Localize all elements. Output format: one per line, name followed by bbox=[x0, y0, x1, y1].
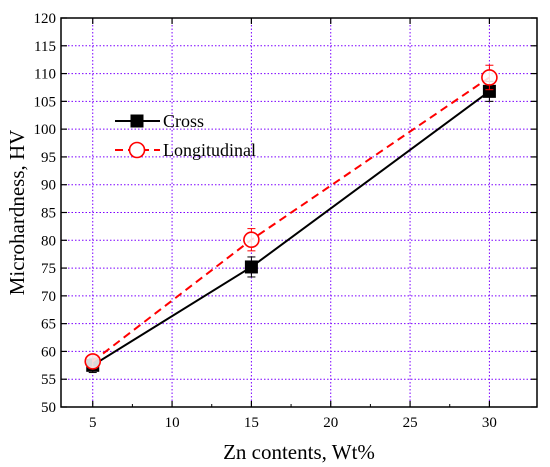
y-tick-label: 85 bbox=[41, 206, 56, 222]
series-cross bbox=[86, 80, 496, 374]
y-tick-label: 100 bbox=[34, 122, 57, 138]
legend: Cross Longitudinal bbox=[115, 111, 256, 160]
y-tick-label: 90 bbox=[41, 178, 56, 194]
y-axis-title: Microhardness, HV bbox=[5, 130, 29, 296]
x-tick-label: 5 bbox=[89, 415, 97, 431]
x-tick-label: 30 bbox=[482, 415, 497, 431]
legend-label-cross: Cross bbox=[163, 111, 204, 131]
y-tick-label: 105 bbox=[34, 94, 57, 110]
data-point-longitudinal bbox=[84, 353, 102, 370]
x-axis-title: Zn contents, Wt% bbox=[223, 440, 375, 464]
y-tick-label: 95 bbox=[41, 150, 56, 166]
legend-label-longitudinal: Longitudinal bbox=[163, 140, 256, 160]
grid-lines bbox=[61, 18, 537, 407]
legend-marker-longitudinal bbox=[128, 141, 146, 159]
y-tick-label: 115 bbox=[34, 39, 56, 55]
plot-series bbox=[84, 64, 498, 374]
data-point-cross bbox=[482, 84, 496, 98]
y-tick-label: 75 bbox=[41, 261, 56, 277]
axis-ticks: 50 55 60 65 70 75 80 85 90 95 100 105 110 115 120 5 10 15… bbox=[34, 11, 537, 431]
x-tick-label: 20 bbox=[323, 415, 338, 431]
legend-marker-cross bbox=[130, 114, 144, 128]
x-tick-label: 10 bbox=[165, 415, 180, 431]
x-tick-label: 15 bbox=[244, 415, 259, 431]
y-tick-label: 65 bbox=[41, 317, 56, 333]
y-tick-label: 120 bbox=[34, 11, 57, 27]
x-tick-label: 25 bbox=[403, 415, 418, 431]
y-tick-label: 60 bbox=[41, 344, 56, 360]
y-tick-label: 110 bbox=[34, 67, 56, 83]
series-line-cross bbox=[92, 90, 490, 367]
data-point-longitudinal bbox=[481, 69, 498, 86]
series-longitudinal bbox=[84, 64, 498, 370]
data-point-cross bbox=[244, 260, 258, 274]
y-tick-label: 55 bbox=[41, 372, 56, 388]
data-point-longitudinal bbox=[243, 231, 260, 249]
y-tick-label: 80 bbox=[41, 233, 56, 249]
y-tick-label: 50 bbox=[41, 400, 56, 416]
y-tick-label: 70 bbox=[41, 289, 56, 305]
